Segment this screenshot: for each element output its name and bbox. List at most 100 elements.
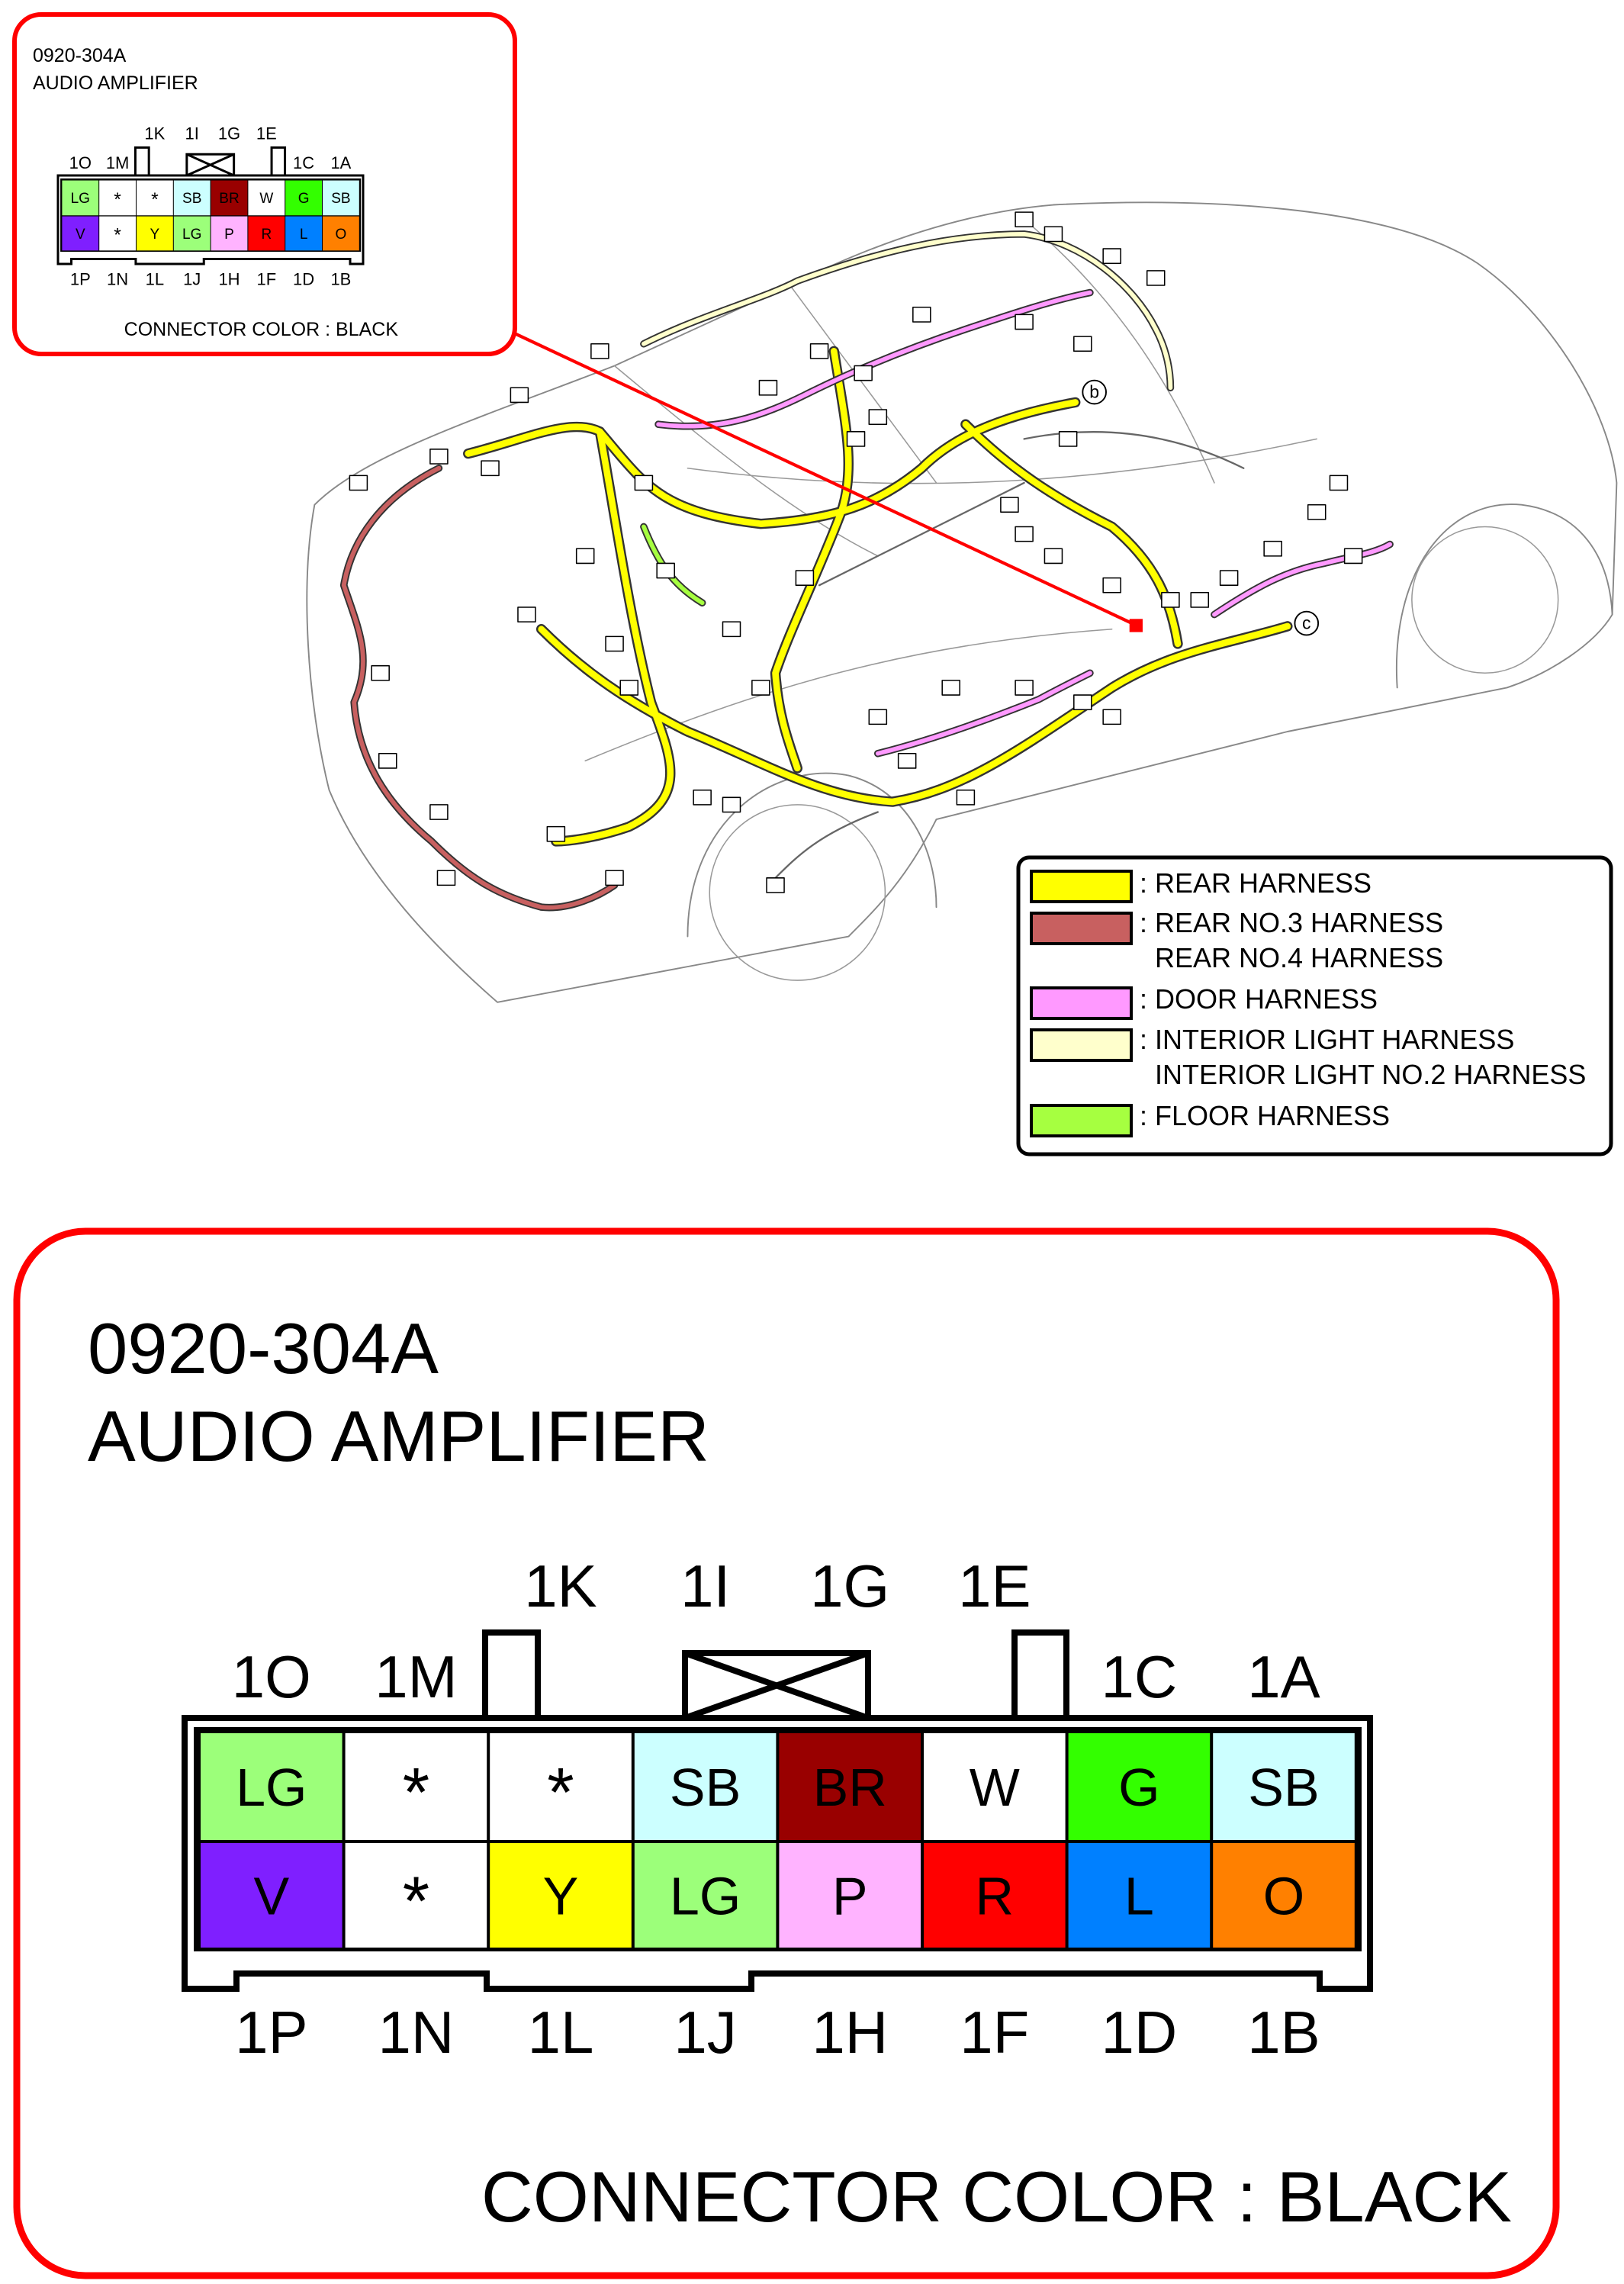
harness-connector-plug <box>1329 474 1349 491</box>
harness-connector-plug <box>510 387 529 404</box>
harness-connector-plug <box>1146 270 1166 286</box>
harness-connector-plug <box>722 796 741 813</box>
harness-connector-plug <box>868 709 888 725</box>
wire-color-1N: * <box>403 1863 429 1940</box>
harness-connector-plug <box>868 409 888 425</box>
terminal-cell-1P <box>62 216 99 251</box>
harness-connector-plug <box>605 635 624 652</box>
pin-label-1N: 1N <box>107 269 128 288</box>
harness-connector-plug <box>1161 592 1180 608</box>
terminal-cell-1C <box>285 180 322 216</box>
harness-connector-plug <box>546 825 566 842</box>
harness-connector-plug <box>1343 548 1363 565</box>
harness-connector-plug <box>371 664 390 681</box>
terminal-cell-1B <box>1213 1843 1355 1948</box>
terminal-cell-1N <box>345 1843 487 1948</box>
wire-color-1O: LG <box>236 1758 307 1817</box>
wire-color-1M: * <box>403 1755 429 1832</box>
harness-connector-plug <box>1058 431 1078 447</box>
legend-box <box>1016 855 1613 1156</box>
car-window-line <box>584 218 1317 762</box>
wire-color-1K: * <box>151 190 159 211</box>
pin-label-1P: 1P <box>235 1999 307 2066</box>
legend-label: DOOR HARNESS <box>1155 983 1378 1015</box>
wire-color-1E: W <box>970 1758 1020 1817</box>
pin-label-1N: 1N <box>378 1999 455 2066</box>
pin-label-1D: 1D <box>1101 1999 1178 2066</box>
harness-connector-plug <box>1015 211 1034 228</box>
terminal-cell-1E <box>248 180 285 216</box>
legend-swatch <box>1030 870 1133 903</box>
harness-connector-plug <box>634 474 654 491</box>
wire-color-1D: L <box>300 227 308 243</box>
pin-label-1L: 1L <box>146 269 164 288</box>
harness-connector-plug <box>429 449 449 465</box>
harness-connector-plug <box>809 343 829 359</box>
harness-connector-plug <box>1102 577 1121 594</box>
locking-tab-left <box>133 146 150 177</box>
wire-color-1N: * <box>114 225 121 246</box>
harness-connector-plug <box>1307 503 1327 520</box>
terminal-cell-1H <box>779 1843 921 1948</box>
harness-connector-plug <box>1000 497 1019 513</box>
terminal-cell-1J <box>634 1843 777 1948</box>
terminal-cell-1G <box>779 1733 921 1840</box>
legend-swatch <box>1030 1028 1133 1062</box>
pin-label-1A: 1A <box>330 153 351 172</box>
harness-connector-plug <box>1102 248 1121 265</box>
terminal-cell-1F <box>924 1843 1066 1948</box>
harness-connector-plug <box>897 753 917 769</box>
pin-label-1I: 1I <box>185 124 199 143</box>
inset-connector-face: LG * * SB BR W G SB V * Y LG P R L O 1O 1M 1K 1I 1G 1E 1C 1A 1P 1… <box>56 124 365 288</box>
front-wheel <box>709 804 886 981</box>
locking-tab-right <box>1011 1629 1069 1721</box>
harness-connector-plug <box>1015 526 1034 542</box>
front-wheel-arch <box>687 772 937 938</box>
harness-connector-plug <box>693 789 712 806</box>
legend-swatch <box>1030 1104 1133 1137</box>
wire-color-1L: Y <box>543 1867 579 1926</box>
pin-label-1G: 1G <box>218 124 240 143</box>
harness-connector-plug <box>1044 226 1063 243</box>
pin-label-1M: 1M <box>375 1643 457 1710</box>
terminal-cell-1I <box>634 1733 777 1840</box>
terminal-cell-1F <box>248 216 285 251</box>
pin-label-1C: 1C <box>293 153 314 172</box>
harness-connector-plug <box>575 548 595 565</box>
harness-connector-plug <box>956 789 976 806</box>
connector-code: 0920-304A <box>88 1308 439 1388</box>
harness-connector-plug <box>1219 570 1239 586</box>
terminal-cell-1D <box>1068 1843 1211 1948</box>
inset-connector-name: AUDIO AMPLIFIER <box>33 72 198 94</box>
harness-connector-plug <box>1015 680 1034 696</box>
pin-label-1E: 1E <box>958 1552 1031 1620</box>
wire-color-1L: Y <box>150 227 160 243</box>
locking-tab-left <box>482 1629 541 1721</box>
wire-color-1F: R <box>976 1867 1015 1926</box>
connector-name: AUDIO AMPLIFIER <box>88 1396 709 1476</box>
terminal-cell-1M <box>345 1733 487 1840</box>
harness-connector-plug <box>1044 548 1063 565</box>
pin-label-1K: 1K <box>524 1552 597 1620</box>
terminal-cell-1L <box>137 216 173 251</box>
wire-color-1M: * <box>114 190 121 211</box>
car-body-outline <box>306 201 1618 1003</box>
harness-connector-plug <box>1073 694 1092 710</box>
pin-label-1D: 1D <box>293 269 314 288</box>
keying-cross <box>186 153 235 177</box>
wire-color-1G: BR <box>813 1758 887 1817</box>
rear-no3-harness-wire <box>341 465 617 910</box>
wire-color-1B: O <box>336 227 347 243</box>
harness-connector-plug <box>436 870 456 886</box>
pin-label-1O: 1O <box>232 1643 311 1710</box>
terminal-cell-1I <box>173 180 211 216</box>
pin-label-1C: 1C <box>1101 1643 1178 1710</box>
harness-connector-plug <box>941 680 960 696</box>
harness-connector-plug <box>1263 540 1282 557</box>
harness-connector-plug <box>378 753 397 769</box>
legend-label: REAR NO.3 HARNESS <box>1155 907 1443 938</box>
pin-label-1F: 1F <box>256 269 276 288</box>
pin-label-1B: 1B <box>330 269 351 288</box>
terminal-cell-1P <box>201 1843 342 1948</box>
terminal-cell-1B <box>323 216 359 251</box>
